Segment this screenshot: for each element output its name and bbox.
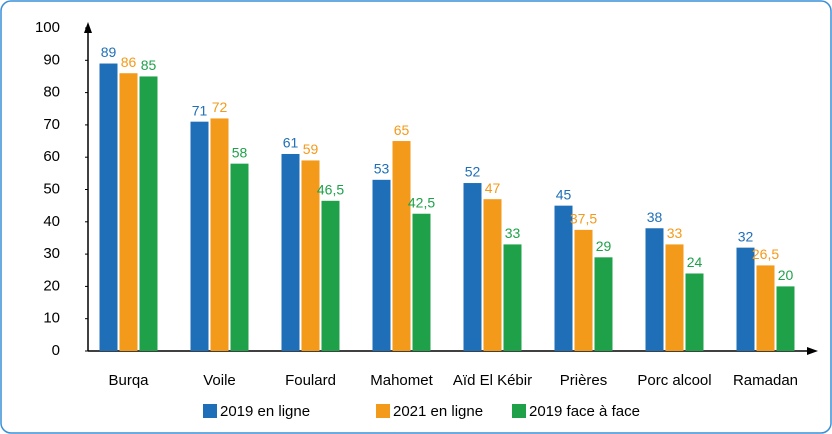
bar	[230, 163, 249, 351]
y-tick-label: 90	[43, 51, 60, 68]
value-label: 20	[778, 267, 794, 283]
value-label: 86	[121, 54, 137, 70]
value-label: 33	[667, 225, 683, 241]
x-axis-arrow	[807, 347, 818, 355]
bar	[645, 228, 664, 351]
bar	[210, 118, 229, 351]
y-tick-label: 10	[43, 310, 60, 327]
x-tick-label: Ramadan	[733, 372, 798, 389]
x-tick-label: Aïd El Kébir	[453, 372, 532, 389]
value-label: 59	[303, 141, 319, 157]
bar	[392, 141, 411, 351]
legend-swatch	[376, 404, 390, 418]
y-tick-label: 80	[43, 84, 60, 101]
x-tick-label: Burqa	[108, 372, 149, 389]
value-label: 53	[374, 161, 390, 177]
y-tick-label: 30	[43, 245, 60, 262]
bar	[119, 73, 138, 351]
y-tick-label: 50	[43, 180, 60, 197]
value-label: 33	[505, 225, 521, 241]
y-tick-label: 20	[43, 277, 60, 294]
value-label: 52	[465, 164, 481, 180]
value-label: 37,5	[570, 211, 597, 227]
value-label: 45	[556, 186, 572, 202]
bar	[554, 205, 573, 351]
value-label: 85	[141, 57, 157, 73]
value-label: 26,5	[752, 246, 779, 262]
bar	[776, 286, 795, 351]
value-label: 32	[738, 228, 754, 244]
value-label: 65	[394, 122, 410, 138]
x-tick-label: Porc alcool	[637, 372, 711, 389]
legend-swatch	[203, 404, 217, 418]
legend-label: 2019 face à face	[529, 403, 640, 420]
value-label: 24	[687, 254, 703, 270]
bar	[736, 247, 755, 351]
bar	[574, 229, 593, 351]
bar	[321, 200, 340, 351]
legend-label: 2021 en ligne	[393, 403, 483, 420]
y-tick-label: 100	[35, 19, 60, 36]
value-label: 38	[647, 209, 663, 225]
value-label: 89	[101, 44, 117, 60]
legend-swatch	[512, 404, 526, 418]
value-label: 47	[485, 180, 501, 196]
legend-label: 2019 en ligne	[220, 403, 310, 420]
bar	[99, 63, 118, 351]
x-tick-label: Prières	[560, 372, 608, 389]
value-label: 58	[232, 144, 248, 160]
bar	[685, 273, 704, 351]
y-tick-label: 70	[43, 116, 60, 133]
bar	[190, 121, 209, 351]
value-label: 42,5	[408, 194, 435, 210]
bar	[139, 76, 158, 351]
bar	[665, 244, 684, 351]
x-tick-label: Foulard	[285, 372, 336, 389]
bar	[756, 265, 775, 351]
y-tick-label: 0	[52, 342, 60, 359]
bar	[301, 160, 320, 351]
bar	[594, 257, 613, 351]
bar	[412, 213, 431, 351]
value-label: 72	[212, 99, 228, 115]
value-label: 46,5	[317, 182, 344, 198]
x-tick-label: Mahomet	[370, 372, 433, 389]
bar	[281, 153, 300, 351]
y-tick-label: 40	[43, 213, 60, 230]
value-label: 71	[192, 102, 208, 118]
x-tick-label: Voile	[203, 372, 236, 389]
bar	[503, 244, 522, 351]
bar	[483, 199, 502, 351]
y-tick-label: 60	[43, 148, 60, 165]
value-label: 61	[283, 135, 299, 151]
bar	[372, 179, 391, 351]
value-label: 29	[596, 238, 612, 254]
bar	[463, 183, 482, 351]
